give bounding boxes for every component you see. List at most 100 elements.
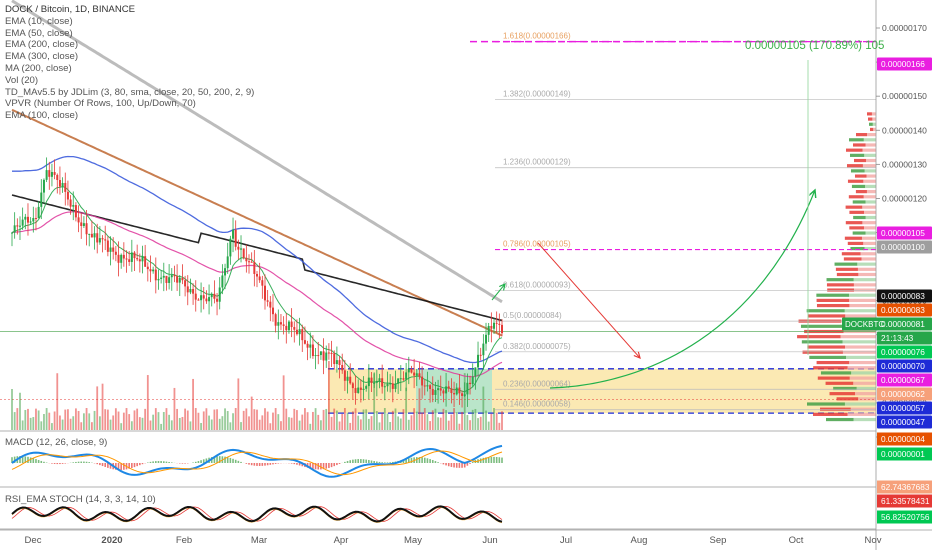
candle-body xyxy=(290,321,293,328)
macd-hist xyxy=(72,462,75,463)
macd-badge-label: 0.00000001 xyxy=(881,449,925,459)
legend-indicator[interactable]: Vol (20) xyxy=(5,74,39,86)
legend-indicator[interactable]: EMA (200, close) xyxy=(5,39,79,51)
rsi-badge xyxy=(877,480,932,494)
vpvr-row xyxy=(852,143,866,147)
macd-hist xyxy=(205,458,208,463)
time-axis[interactable]: Dec 2020 Feb Mar Apr May Jun Jul Aug Sep Oct Nov xyxy=(0,529,932,546)
fib-label: 0.236(0.00000064) xyxy=(503,379,571,388)
candle-body xyxy=(184,280,187,287)
volume-bar xyxy=(394,408,397,430)
pullback-arrow xyxy=(537,242,640,358)
rsi-label[interactable]: RSI_EMA STOCH (14, 3, 3, 14, 10) xyxy=(5,494,156,505)
candle-body xyxy=(160,277,163,279)
vpvr-row xyxy=(847,241,864,246)
macd-hist xyxy=(117,463,120,470)
vpvr-row xyxy=(848,138,864,142)
legend-indicator[interactable]: EMA (300, close) xyxy=(5,51,79,63)
symbol-badge xyxy=(842,317,880,331)
vpvr-row xyxy=(871,112,876,116)
rsi-badge-label: 56.82520756 xyxy=(881,512,930,522)
candle-body xyxy=(314,355,317,357)
price-axis[interactable]: 0.000001700.000001600.000001500.00000140… xyxy=(842,0,932,550)
legend-indicator[interactable]: TD_MAv5.5 by JDLim (3, 80, sma, close, 2… xyxy=(5,86,255,98)
macd-hist xyxy=(434,461,437,463)
time-axis-label: May xyxy=(404,535,422,546)
macd-hist xyxy=(21,456,24,463)
volume-bar xyxy=(288,417,290,430)
candle-body xyxy=(383,386,386,388)
volume-bar xyxy=(447,420,450,430)
candle-body xyxy=(322,351,325,361)
volume-bar xyxy=(218,418,221,430)
volume-bar xyxy=(21,420,24,430)
volume-bar xyxy=(240,422,242,430)
candle-body xyxy=(173,275,176,277)
candle-body xyxy=(418,373,421,377)
measurement-label: 0.00000105 (170.89%) 105 xyxy=(745,40,885,52)
legend-title[interactable]: DOCK / Bitcoin, 1D, BINANCE xyxy=(5,4,136,15)
volume-bar xyxy=(186,410,189,430)
candle-body xyxy=(138,259,141,262)
volume-bar xyxy=(93,410,96,430)
volume-bar xyxy=(154,408,157,430)
price-badge xyxy=(877,345,932,359)
price-badge-label: 0.00000105 xyxy=(881,228,925,238)
legend-indicator[interactable]: MA (200, close) xyxy=(5,62,72,74)
volume-bar xyxy=(210,419,213,430)
vpvr-row xyxy=(862,164,876,168)
vpvr-row xyxy=(847,412,876,416)
candle-body xyxy=(34,218,37,220)
macd-hist xyxy=(431,460,434,463)
rsi-pane xyxy=(0,486,876,530)
macd-hist xyxy=(349,460,352,463)
candle-body xyxy=(359,387,362,390)
vpvr-row xyxy=(855,133,867,137)
vpvr-row xyxy=(862,221,876,225)
vpvr-row xyxy=(863,241,876,246)
macd-hist xyxy=(149,461,152,463)
vpvr-row xyxy=(851,184,866,189)
macd-hist xyxy=(354,459,357,463)
vpvr-row xyxy=(853,158,867,163)
legend-indicator[interactable]: VPVR (Number Of Rows, 100, Up/Down, 70) xyxy=(5,98,196,110)
support-zone-rect xyxy=(328,368,876,414)
macd-hist xyxy=(248,463,250,465)
volume-bar xyxy=(114,408,117,430)
legend-indicator[interactable]: EMA (10, close) xyxy=(5,15,73,27)
volume-bar xyxy=(269,423,272,430)
vpvr-row xyxy=(847,179,864,183)
candle-body xyxy=(64,182,67,192)
candle-body xyxy=(317,355,320,357)
vpvr-row xyxy=(872,117,876,121)
volume-bar xyxy=(133,410,136,430)
candle-body xyxy=(269,301,272,308)
candle-body xyxy=(242,248,245,258)
macd-hist xyxy=(421,457,423,463)
price-badge-label: 0.00000083 xyxy=(881,305,925,315)
target-arrow xyxy=(549,190,815,389)
volume-bar xyxy=(24,409,27,430)
macd-label[interactable]: MACD (12, 26, close, 9) xyxy=(5,437,108,448)
candle-body xyxy=(341,365,344,371)
volume-bar xyxy=(280,421,282,430)
candle-body xyxy=(186,286,189,293)
vpvr-row xyxy=(864,153,876,157)
vpvr-row xyxy=(867,112,872,116)
price-badge xyxy=(877,57,932,71)
vpvr-row xyxy=(844,402,876,406)
price-badge xyxy=(877,331,932,345)
vpvr-row xyxy=(849,153,865,157)
candle-body xyxy=(61,182,64,187)
price-badge-label: 0.00000070 xyxy=(881,361,925,371)
macd-hist xyxy=(213,456,216,463)
volume-bar xyxy=(234,408,237,430)
vpvr-row xyxy=(806,309,845,313)
macd-hist xyxy=(498,457,501,463)
legend-indicator[interactable]: EMA (100, close) xyxy=(5,110,79,122)
legend-indicator[interactable]: EMA (50, close) xyxy=(5,27,73,39)
volume-bar xyxy=(64,409,67,430)
volume-bar xyxy=(402,409,405,430)
volume-bar xyxy=(386,413,389,430)
